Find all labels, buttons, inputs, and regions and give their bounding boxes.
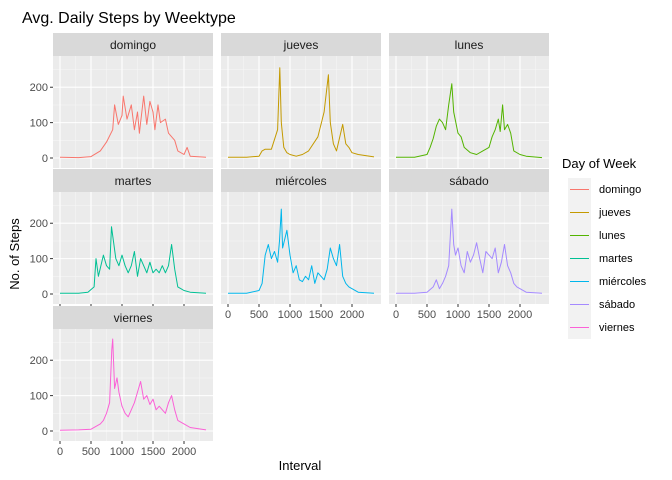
x-tick-label: 2000 [508, 309, 532, 321]
series-line-jueves [228, 67, 375, 158]
x-tick-label: 1000 [446, 309, 470, 321]
y-tick-label: 100 [30, 254, 48, 266]
chart-title: Avg. Daily Steps by Weektype [22, 10, 236, 27]
facet-panel-martes: martes01002000500100015002000 [30, 169, 213, 321]
y-tick-label: 0 [42, 426, 48, 438]
facet-strip-label: viernes [114, 311, 153, 325]
y-tick-label: 200 [30, 355, 48, 367]
facet-strip-label: miércoles [275, 174, 326, 188]
facet-strip [221, 169, 381, 192]
facet-strip [221, 33, 381, 56]
y-tick-label: 200 [30, 82, 48, 94]
facet-strip-label: domingo [110, 38, 156, 52]
panel-background [53, 329, 213, 441]
y-tick-label: 100 [30, 118, 48, 130]
facet-panel-lunes: lunes [389, 33, 549, 168]
legend-item-miércoles: miércoles [568, 270, 647, 293]
series-line-viernes [59, 338, 207, 431]
x-tick-label: 2000 [172, 446, 196, 458]
legend-label: lunes [599, 230, 626, 242]
facet-strip-label: martes [115, 174, 152, 188]
panel-background [389, 192, 549, 304]
x-tick-label: 1000 [110, 446, 134, 458]
facet-strip-label: sábado [449, 174, 489, 188]
facet-strip [389, 169, 549, 192]
facet-strip [53, 306, 213, 329]
facet-strip-label: lunes [455, 38, 484, 52]
y-axis-title: No. of Steps [7, 218, 22, 290]
x-tick-label: 500 [82, 446, 100, 458]
x-tick-label: 500 [250, 309, 268, 321]
legend-item-viernes: viernes [568, 316, 635, 339]
y-tick-label: 100 [30, 391, 48, 403]
facet-strip-label: jueves [283, 38, 319, 52]
series-line-domingo [59, 95, 207, 159]
legend-item-jueves: jueves [568, 201, 631, 224]
x-tick-label: 1500 [477, 309, 501, 321]
legend-label: jueves [598, 207, 631, 219]
legend-item-domingo: domingo [568, 178, 641, 201]
facet-panel-jueves: jueves [221, 33, 381, 168]
legend-item-martes: martes [568, 247, 633, 270]
x-tick-label: 0 [393, 309, 399, 321]
legend: Day of Week domingo jueves lunes martes miér… [562, 156, 647, 339]
panel-background [53, 192, 213, 304]
series-line-sábado [396, 208, 543, 294]
panel-background [221, 192, 381, 304]
facet-panel-sábado: sábado 0 500 1000 1500 2000 [389, 169, 549, 321]
panel-background [221, 56, 381, 168]
facet-strip [53, 33, 213, 56]
x-axis-title: Interval [279, 458, 322, 473]
y-tick-label: 0 [42, 153, 48, 165]
series-line-martes [60, 226, 207, 294]
legend-item-sábado: sábado [568, 293, 635, 316]
legend-title: Day of Week [562, 156, 637, 171]
x-tick-label: 0 [225, 309, 231, 321]
facet-panel-miércoles: miércoles 0 500 1000 1500 2000 [221, 169, 381, 321]
x-tick-label: 1500 [141, 446, 165, 458]
facet-panel-domingo: domingo 0 100 200 [30, 33, 213, 168]
y-tick-label: 200 [30, 218, 48, 230]
legend-label: domingo [599, 184, 641, 196]
legend-label: miércoles [599, 276, 647, 288]
legend-label: sábado [599, 299, 635, 311]
x-tick-label: 0 [57, 446, 63, 458]
panel-background [53, 56, 213, 168]
x-tick-label: 500 [418, 309, 436, 321]
legend-label: viernes [599, 322, 635, 334]
series-line-lunes [396, 83, 543, 159]
legend-item-lunes: lunes [568, 224, 626, 247]
facet-strip [389, 33, 549, 56]
x-tick-label: 1000 [278, 309, 302, 321]
legend-label: martes [599, 253, 633, 265]
facet-panels: domingo0100200jueveslunesmartes010020005… [30, 33, 549, 458]
series-line-miércoles [228, 208, 375, 294]
x-tick-label: 2000 [340, 309, 364, 321]
y-tick-label: 0 [42, 289, 48, 301]
x-tick-label: 1500 [309, 309, 333, 321]
panel-background [389, 56, 549, 168]
facet-strip [53, 169, 213, 192]
